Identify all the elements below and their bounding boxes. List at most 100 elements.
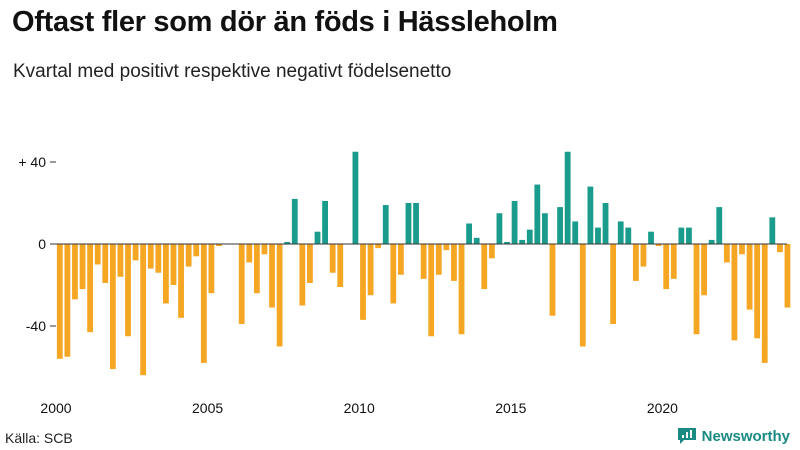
- bar: [79, 244, 86, 290]
- bar: [526, 229, 533, 244]
- bar: [693, 244, 700, 335]
- bar: [238, 244, 245, 324]
- bar: [595, 227, 601, 244]
- bar: [769, 217, 776, 244]
- bar: [686, 227, 692, 244]
- source-note: Källa: SCB: [5, 430, 73, 446]
- bar: [307, 244, 313, 283]
- bar: [87, 244, 94, 333]
- bar: [663, 244, 670, 290]
- bar: [655, 244, 662, 247]
- newsworthy-logo-icon: [677, 428, 696, 444]
- bar: [322, 200, 328, 244]
- bar: [731, 244, 738, 341]
- bar: [170, 244, 177, 285]
- bar: [299, 244, 306, 306]
- bar: [784, 244, 791, 308]
- bar: [185, 244, 192, 267]
- bar: [246, 244, 253, 263]
- bar: [276, 244, 283, 347]
- bar: [352, 151, 359, 244]
- bar: [382, 205, 389, 244]
- bar: [125, 244, 131, 337]
- bar: [776, 244, 783, 253]
- bar: [56, 244, 63, 359]
- bar: [261, 244, 268, 255]
- bar: [504, 241, 510, 244]
- bars-group: [56, 151, 791, 376]
- y-tick-label: 0: [38, 236, 46, 252]
- bar: [291, 198, 298, 244]
- bar: [109, 244, 116, 370]
- bar: [716, 207, 723, 244]
- bar: [216, 244, 222, 247]
- bar: [549, 244, 556, 316]
- bar: [754, 244, 761, 339]
- bar: [579, 244, 586, 347]
- bar: [678, 227, 685, 244]
- bar: [542, 213, 548, 244]
- bar: [572, 221, 579, 244]
- bar: [329, 244, 336, 273]
- bar: [132, 244, 139, 261]
- bar: [443, 244, 450, 251]
- bar: [375, 244, 382, 249]
- y-tick-label: -40: [26, 318, 46, 334]
- bar: [367, 244, 374, 296]
- bar: [64, 244, 71, 357]
- bar: [155, 244, 162, 273]
- bar: [360, 244, 366, 320]
- chart-subtitle: Kvartal med positivt respektive negativt…: [13, 61, 452, 82]
- bar: [466, 223, 473, 244]
- bar: [193, 244, 200, 257]
- bar: [564, 151, 571, 244]
- bar: [451, 244, 457, 281]
- bar: [140, 244, 147, 376]
- y-tick-label: + 40: [18, 154, 46, 170]
- bar: [117, 244, 124, 277]
- x-tick-label: 2015: [495, 400, 526, 416]
- bar: [397, 244, 404, 275]
- bar: [473, 237, 480, 244]
- bar: [178, 244, 184, 318]
- bar: [632, 244, 639, 281]
- bar: [390, 244, 397, 304]
- bar: [208, 244, 215, 294]
- bar: [648, 231, 654, 244]
- bar: [723, 244, 730, 263]
- bar: [458, 244, 465, 335]
- bar: [481, 244, 488, 290]
- bar: [511, 200, 518, 244]
- bar: [488, 244, 495, 259]
- bar: [314, 231, 321, 244]
- x-tick-label: 2005: [192, 400, 223, 416]
- bar: [94, 244, 101, 265]
- bar: [405, 203, 412, 244]
- bar: [602, 203, 609, 244]
- bar: [670, 244, 677, 279]
- bar: [625, 227, 632, 244]
- bar: [102, 244, 109, 283]
- x-tick-label: 2000: [40, 400, 71, 416]
- bar: [739, 244, 745, 255]
- y-axis-ticks: + 40 0 -40: [18, 154, 56, 334]
- bar: [435, 244, 442, 275]
- x-axis-ticks: 2000 2005 2010 2015 2020: [40, 400, 678, 416]
- bar: [337, 244, 344, 288]
- bar: [200, 244, 207, 363]
- bar: [519, 239, 526, 244]
- bar: [708, 239, 715, 244]
- bar: [640, 244, 647, 267]
- chart-title: Oftast fler som dör än föds i Hässleholm: [12, 6, 558, 38]
- x-tick-label: 2020: [647, 400, 678, 416]
- bar: [617, 221, 624, 244]
- bar: [587, 186, 594, 244]
- bar: [761, 244, 768, 363]
- bar: [413, 203, 419, 244]
- bar: [72, 244, 78, 300]
- bar: [147, 244, 154, 269]
- bar: [163, 244, 169, 304]
- bar: [420, 244, 427, 279]
- brand-logo: Newsworthy: [676, 426, 790, 446]
- x-tick-label: 2010: [344, 400, 375, 416]
